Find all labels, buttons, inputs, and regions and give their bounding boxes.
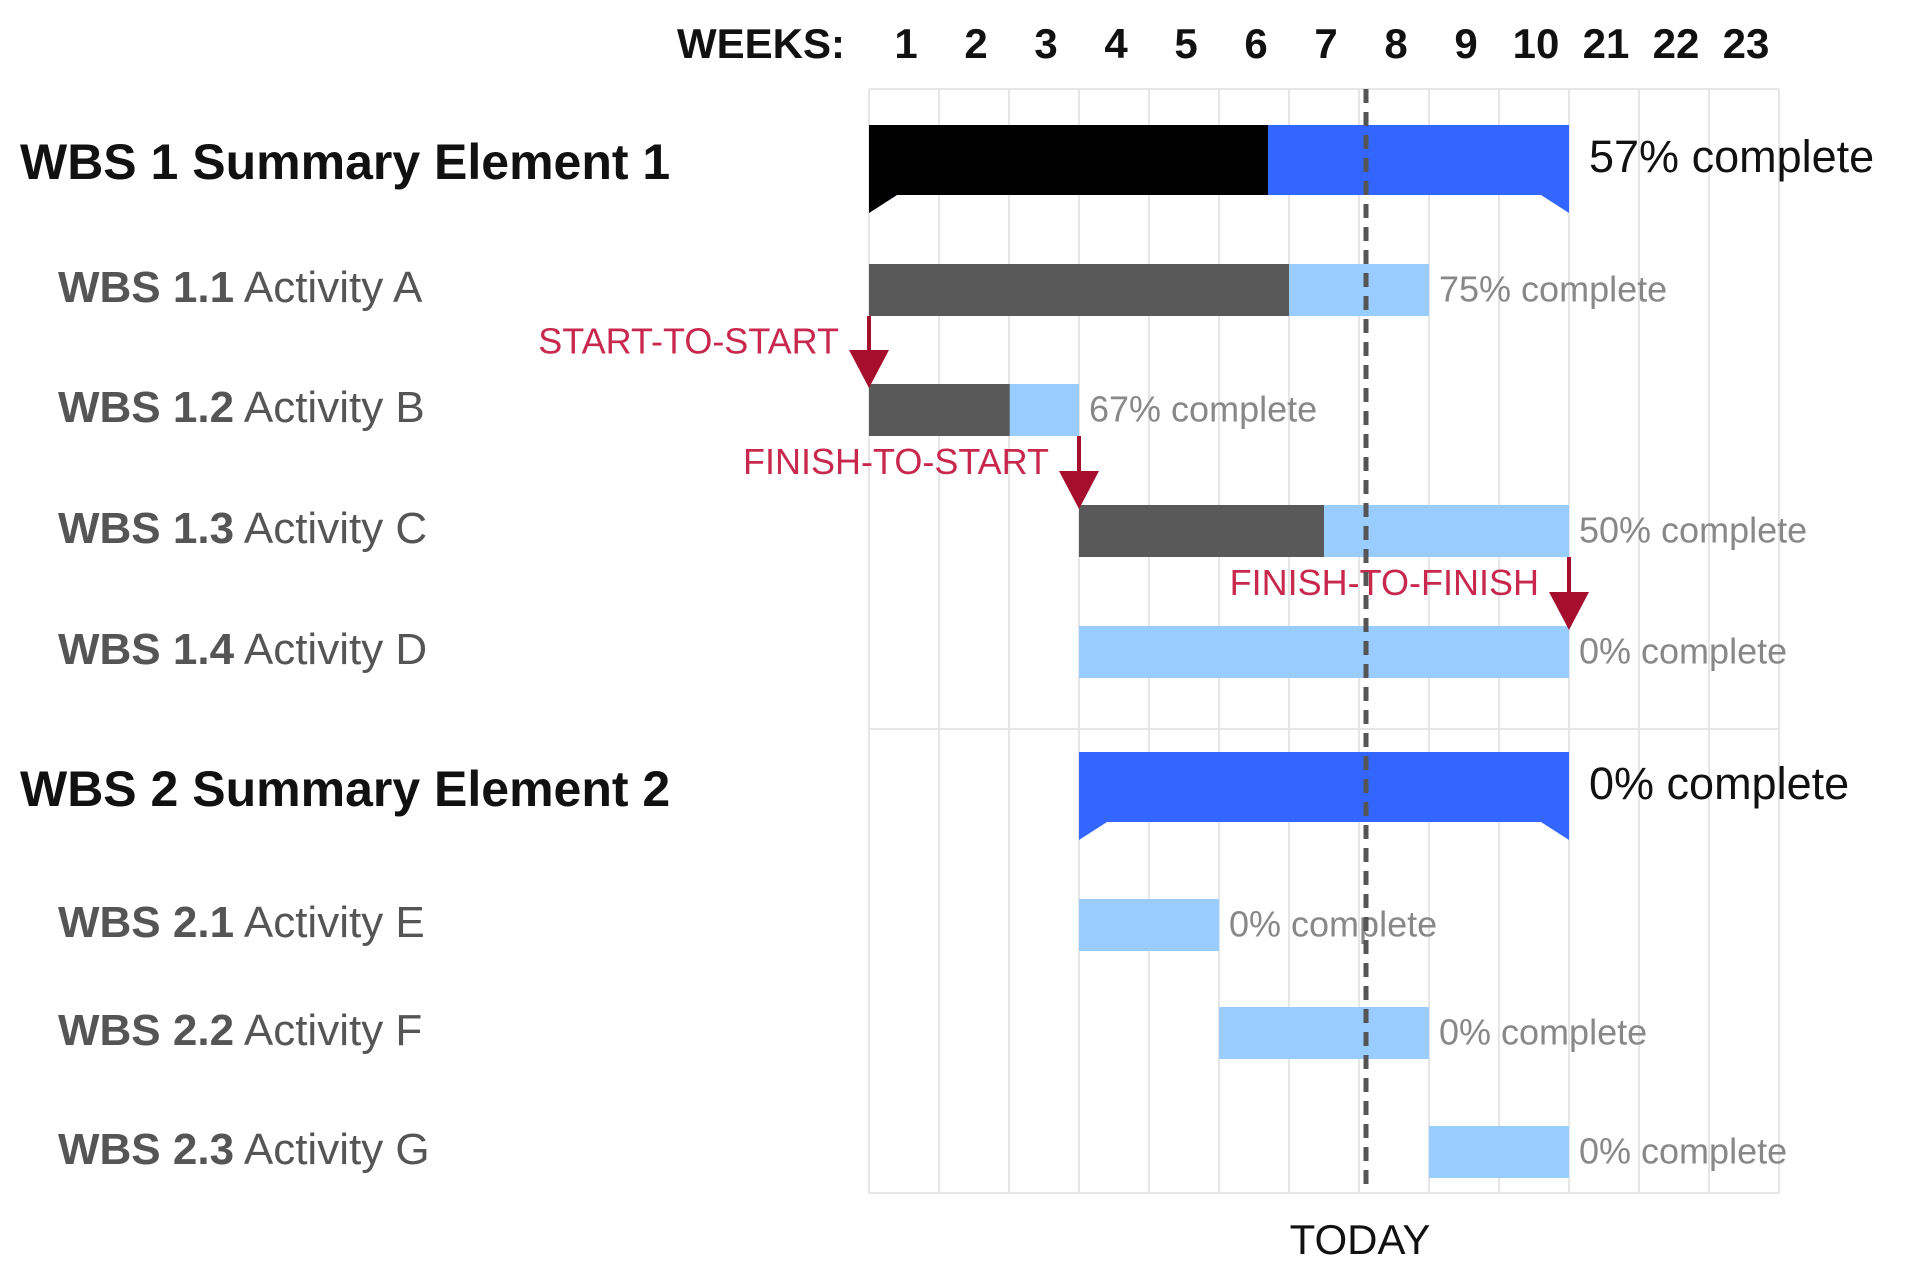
dependency-label: START-TO-START bbox=[538, 321, 839, 362]
activity-label: WBS 1.2 Activity B bbox=[58, 383, 425, 432]
wbs-code: WBS 1.4 bbox=[58, 625, 235, 674]
week-label: 2 bbox=[964, 20, 987, 67]
wbs-code: WBS 2.1 bbox=[58, 898, 234, 947]
arrow-head bbox=[1059, 471, 1099, 509]
activity-label: WBS 2.3 Activity G bbox=[58, 1125, 430, 1174]
progress-label: 75% complete bbox=[1439, 269, 1667, 310]
week-label: 6 bbox=[1244, 20, 1267, 67]
dependency-label: FINISH-TO-START bbox=[743, 441, 1049, 482]
wbs-code: WBS 1.2 bbox=[58, 383, 234, 432]
task-name: Activity C bbox=[244, 504, 427, 553]
summary-progress bbox=[869, 125, 1268, 213]
week-label: 8 bbox=[1384, 20, 1407, 67]
progress-label: 0% complete bbox=[1579, 631, 1787, 672]
week-label: 1 bbox=[894, 20, 917, 67]
progress-label: 0% complete bbox=[1439, 1012, 1647, 1053]
progress-label: 0% complete bbox=[1229, 904, 1437, 945]
activity-bar bbox=[1219, 1007, 1429, 1059]
week-label: 21 bbox=[1583, 20, 1630, 67]
progress-label: 57% complete bbox=[1589, 131, 1874, 182]
progress-label: 67% complete bbox=[1089, 389, 1317, 430]
summary-label: WBS 2 Summary Element 2 bbox=[20, 761, 670, 817]
activity-bar bbox=[1429, 1126, 1569, 1178]
activity-label: WBS 1.3 Activity C bbox=[58, 504, 427, 553]
week-label: 23 bbox=[1723, 20, 1770, 67]
task-name: Activity D bbox=[244, 625, 427, 674]
activity-progress bbox=[1079, 505, 1324, 557]
wbs-code: WBS 1.1 bbox=[58, 263, 234, 312]
week-label: 22 bbox=[1653, 20, 1700, 67]
week-label: 4 bbox=[1104, 20, 1128, 67]
wbs-code: WBS 1.3 bbox=[58, 504, 234, 553]
wbs-code: WBS 2.2 bbox=[58, 1006, 234, 1055]
wbs-code: WBS 2.3 bbox=[58, 1125, 234, 1174]
activity-progress bbox=[869, 264, 1289, 316]
activity-label: WBS 2.2 Activity F bbox=[58, 1006, 422, 1055]
activity-bar bbox=[1079, 626, 1569, 678]
task-name: Activity F bbox=[244, 1006, 422, 1055]
task-name: Activity B bbox=[244, 383, 425, 432]
task-name: Summary Element 1 bbox=[192, 134, 670, 190]
progress-label: 0% complete bbox=[1579, 1131, 1787, 1172]
wbs-code: WBS 1 bbox=[20, 134, 178, 190]
activity-progress bbox=[869, 384, 1010, 436]
today-label: TODAY bbox=[1290, 1216, 1431, 1263]
week-label: 10 bbox=[1513, 20, 1560, 67]
arrow-head bbox=[849, 350, 889, 388]
week-label: 3 bbox=[1034, 20, 1057, 67]
arrow-head bbox=[1549, 592, 1589, 630]
activity-label: WBS 1.4 Activity D bbox=[58, 625, 427, 674]
task-name: Activity E bbox=[244, 898, 425, 947]
week-label: 5 bbox=[1174, 20, 1197, 67]
week-label: 7 bbox=[1314, 20, 1337, 67]
task-name: Summary Element 2 bbox=[192, 761, 670, 817]
progress-label: 0% complete bbox=[1589, 758, 1849, 809]
activity-label: WBS 1.1 Activity A bbox=[58, 263, 423, 312]
task-name: Activity A bbox=[244, 263, 423, 312]
axis-label: WEEKS: bbox=[677, 20, 845, 67]
dependency-label: FINISH-TO-FINISH bbox=[1230, 562, 1539, 603]
progress-label: 50% complete bbox=[1579, 510, 1807, 551]
task-name: Activity G bbox=[244, 1125, 430, 1174]
activity-label: WBS 2.1 Activity E bbox=[58, 898, 425, 947]
summary-label: WBS 1 Summary Element 1 bbox=[20, 134, 670, 190]
week-label: 9 bbox=[1454, 20, 1477, 67]
activity-bar bbox=[1079, 899, 1219, 951]
wbs-code: WBS 2 bbox=[20, 761, 178, 817]
summary-bar bbox=[1079, 752, 1569, 840]
